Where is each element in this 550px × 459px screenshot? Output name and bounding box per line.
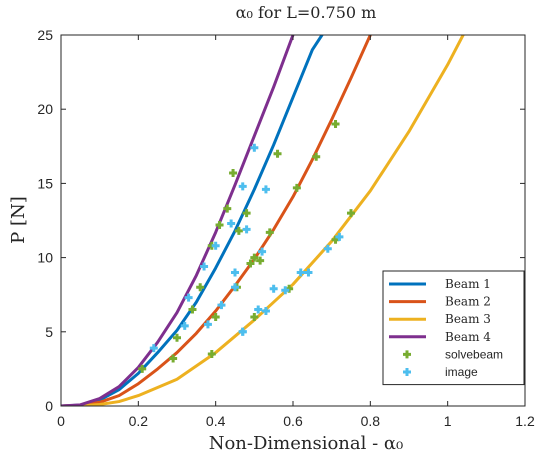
legend: Beam 1 Beam 2 Beam 3 Beam 4 solvebeam image xyxy=(382,270,525,386)
marker-image xyxy=(200,262,209,271)
series-line-beam-1 xyxy=(61,35,324,406)
chart-title: α₀ for L=0.750 m xyxy=(236,3,377,22)
marker-solvebeam xyxy=(265,228,274,237)
y-tick-label: 15 xyxy=(37,175,53,191)
y-tick-label: 5 xyxy=(45,324,53,340)
legend-item-beam-1: Beam 1 xyxy=(389,277,491,291)
x-tick-label: 0.2 xyxy=(129,413,149,429)
series-line-beam-2 xyxy=(61,35,372,406)
marker-image xyxy=(304,268,313,277)
legend-item-solvebeam: solvebeam xyxy=(403,347,503,361)
x-tick-label: 1.2 xyxy=(515,413,535,429)
marker-solvebeam xyxy=(256,256,265,265)
y-tick-label: 25 xyxy=(37,27,53,43)
marker-image xyxy=(281,286,290,295)
marker-solvebeam xyxy=(250,253,259,262)
marker-image xyxy=(242,225,251,234)
marker-solvebeam xyxy=(331,120,340,129)
marker-image xyxy=(238,327,247,336)
marker-solvebeam xyxy=(188,305,197,314)
x-tick-label: 1 xyxy=(444,413,452,429)
marker-solvebeam xyxy=(196,283,205,292)
legend-swatch xyxy=(403,368,411,376)
marker-image xyxy=(258,247,267,256)
x-tick-label: 0.6 xyxy=(283,413,303,429)
marker-image xyxy=(254,305,263,314)
marker-image xyxy=(231,283,239,292)
marker-image xyxy=(203,320,212,329)
legend-item-beam-4: Beam 4 xyxy=(389,330,491,344)
marker-solvebeam xyxy=(312,152,321,161)
marker-solvebeam xyxy=(273,149,282,158)
marker-image xyxy=(296,268,305,277)
marker-solvebeam xyxy=(138,364,147,373)
marker-solvebeam xyxy=(246,259,255,268)
marker-solvebeam xyxy=(207,350,216,359)
marker-image xyxy=(227,219,236,228)
marker-image xyxy=(149,344,158,353)
marker-solvebeam xyxy=(292,183,301,192)
x-axis-label: Non-Dimensional - α₀ xyxy=(209,433,404,454)
marker-image xyxy=(231,268,239,277)
marker-solvebeam xyxy=(347,209,355,218)
y-tick-label: 10 xyxy=(37,250,53,266)
marker-solvebeam xyxy=(215,220,224,229)
marker-image xyxy=(217,301,226,310)
marker-image xyxy=(323,244,332,253)
marker-image xyxy=(238,182,247,191)
legend-swatch xyxy=(403,350,411,359)
series-line-beam-3 xyxy=(61,35,465,406)
axes-layer: 0 0.2 0.4 0.6 0.8 1 1.2 0 5 10 15 20 25 xyxy=(37,27,535,429)
marker-image xyxy=(261,307,270,316)
marker-solvebeam xyxy=(211,312,220,321)
legend-label: solvebeam xyxy=(445,347,503,361)
marker-solvebeam xyxy=(173,333,181,342)
legend-label: Beam 4 xyxy=(445,330,491,344)
marker-solvebeam xyxy=(229,169,238,178)
legend-item-beam-2: Beam 2 xyxy=(389,295,491,309)
marker-solvebeam xyxy=(223,204,232,213)
x-tick-label: 0.8 xyxy=(361,413,381,429)
marker-image xyxy=(335,232,344,241)
y-tick-label: 20 xyxy=(37,101,53,117)
legend-item-beam-3: Beam 3 xyxy=(389,312,491,326)
marker-image xyxy=(269,284,278,293)
legend-label: Beam 1 xyxy=(445,277,491,291)
x-tick-label: 0 xyxy=(57,413,65,429)
marker-image xyxy=(261,185,270,194)
series-layer xyxy=(61,35,465,406)
marker-solvebeam xyxy=(250,312,259,321)
marker-image xyxy=(184,293,193,302)
marker-image xyxy=(211,241,220,250)
x-tick-label: 0.4 xyxy=(206,413,226,429)
marker-image xyxy=(250,143,259,152)
y-axis-label: P [N] xyxy=(8,196,29,244)
legend-label: Beam 3 xyxy=(445,312,491,326)
y-tick-label: 0 xyxy=(45,398,53,414)
marker-solvebeam xyxy=(234,226,243,235)
legend-label: Beam 2 xyxy=(445,295,491,309)
marker-image xyxy=(180,321,189,330)
legend-box xyxy=(382,270,525,386)
legend-label: image xyxy=(445,365,478,379)
marker-solvebeam xyxy=(242,209,251,218)
marker-solvebeam xyxy=(169,354,178,363)
series-line-beam-4 xyxy=(61,35,295,406)
legend-item-image: image xyxy=(403,365,478,379)
